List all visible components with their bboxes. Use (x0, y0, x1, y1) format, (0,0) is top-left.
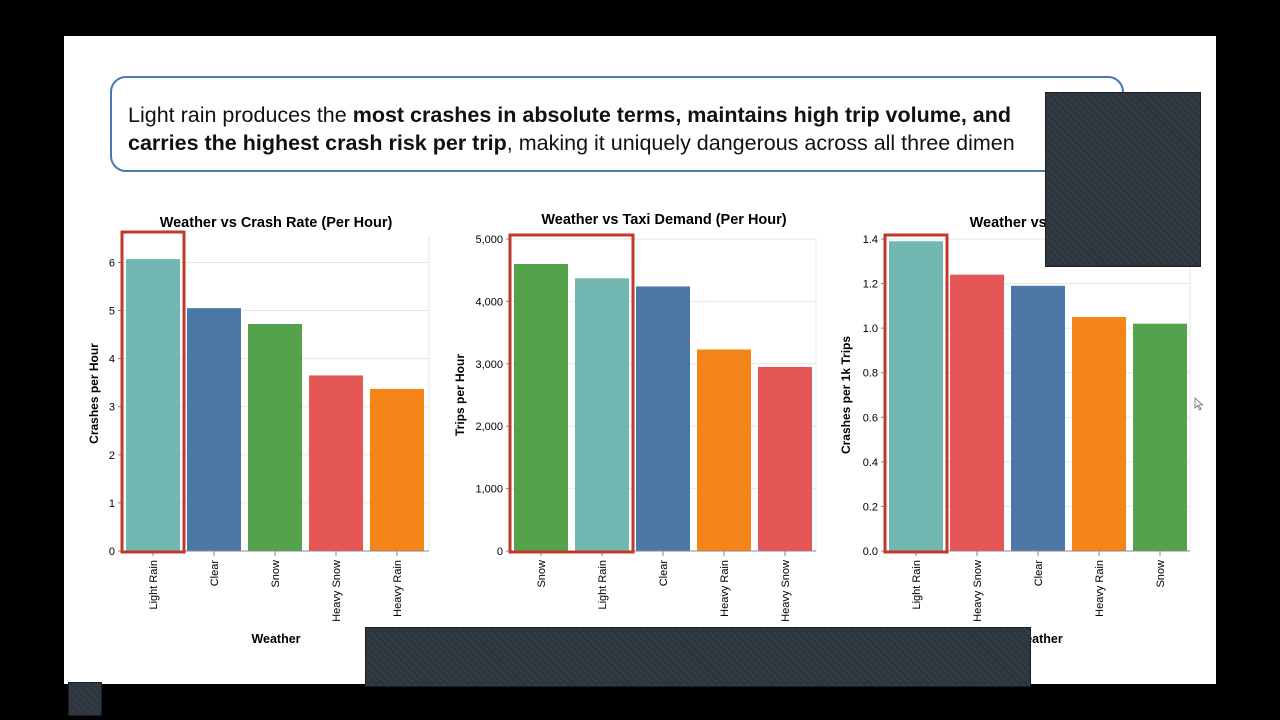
y-tick-label: 2,000 (475, 421, 503, 433)
y-tick-label: 6 (109, 257, 115, 269)
callout-text-1: Light rain produces the (128, 103, 353, 127)
chart-title: Weather vs Taxi Demand (Per Hour) (541, 212, 786, 228)
crash-risk-chart: 0.0 0.2 0.4 0.6 0.8 1.0 1.2 1.4 Light Rain Heavy … (839, 215, 1191, 646)
x-tick-label: Light Rain (597, 560, 609, 610)
insight-callout: Light rain produces the most crashes in … (110, 76, 1124, 172)
bar-snow (1133, 323, 1187, 551)
callout-bold-2: carries the highest crash risk per trip (128, 131, 507, 155)
redaction-block-bottom (365, 627, 1031, 687)
y-tick-label: 0.4 (863, 457, 878, 469)
x-tick-label: Heavy Rain (392, 560, 404, 617)
bar-heavy-snow (950, 274, 1004, 551)
x-tick-label: Light Rain (911, 560, 923, 610)
x-tick-label: Clear (209, 560, 221, 587)
y-tick-label: 4,000 (475, 296, 503, 308)
slide: Light rain produces the most crashes in … (64, 36, 1216, 684)
y-tick-label: 1.4 (863, 234, 878, 246)
highlight-box (120, 230, 186, 554)
x-tick-label: Light Rain (148, 560, 160, 610)
highlight-box (508, 233, 635, 554)
chart-title: Weather vs Crash Rate (Per Hour) (160, 215, 393, 231)
x-tick-label: Heavy Rain (1094, 560, 1106, 617)
bar-clear (1011, 285, 1065, 551)
x-tick-label: Clear (658, 560, 670, 587)
highlight-box (883, 233, 949, 554)
x-tick-label: Snow (1155, 560, 1167, 588)
y-tick-label: 0 (109, 546, 115, 558)
bar-light-rain (889, 241, 943, 551)
bar-clear (636, 286, 690, 551)
x-tick-label: Snow (536, 560, 548, 588)
x-tick-label: Heavy Snow (780, 560, 792, 622)
y-tick-label: 0 (497, 546, 503, 558)
y-axis-title: Trips per Hour (453, 354, 467, 436)
crash-rate-chart: 0 1 2 3 4 5 6 Light Rain Clear Snow Heavy Snow Heav… (87, 215, 430, 646)
y-tick-label: 1.2 (863, 279, 878, 291)
x-axis-title: Weather (251, 632, 300, 646)
y-axis-title: Crashes per Hour (87, 343, 101, 444)
bar-clear (187, 308, 241, 551)
x-axis-title: eather (1025, 632, 1063, 646)
y-axis-title: Crashes per 1k Trips (839, 336, 853, 454)
x-tick-label: Heavy Snow (331, 560, 343, 622)
y-tick-label: 1.0 (863, 323, 878, 335)
bar-snow (248, 324, 302, 551)
y-tick-label: 5,000 (475, 234, 503, 246)
x-tick-label: Heavy Rain (719, 560, 731, 617)
y-tick-label: 0.8 (863, 368, 878, 380)
y-tick-label: 4 (109, 354, 115, 366)
y-tick-label: 3,000 (475, 359, 503, 371)
bar-light-rain (575, 278, 629, 551)
x-tick-label: Snow (270, 560, 282, 588)
y-tick-label: 0.6 (863, 412, 878, 424)
y-tick-label: 0.2 (863, 501, 878, 513)
bar-heavy-snow (758, 366, 812, 551)
y-tick-label: 0.0 (863, 546, 878, 558)
taxi-demand-chart: 0 1,000 2,000 3,000 4,000 5,000 Snow Light Rain… (453, 212, 817, 622)
bar-light-rain (126, 259, 180, 551)
bar-snow (514, 263, 568, 551)
y-tick-label: 2 (109, 450, 115, 462)
y-tick-label: 1,000 (475, 484, 503, 496)
bar-heavy-rain (370, 388, 424, 551)
mouse-cursor-icon (1194, 397, 1204, 411)
y-tick-label: 3 (109, 402, 115, 414)
x-tick-label: Heavy Snow (972, 560, 984, 622)
video-thumbnail-block (68, 682, 102, 716)
bar-heavy-rain (697, 349, 751, 551)
bar-heavy-rain (1072, 317, 1126, 551)
y-tick-label: 1 (109, 498, 115, 510)
x-tick-label: Clear (1033, 560, 1045, 587)
callout-text-2: , making it uniquely dangerous across al… (506, 131, 1015, 155)
bar-heavy-snow (309, 375, 363, 551)
y-tick-label: 5 (109, 306, 115, 318)
callout-bold-1: most crashes in absolute terms, maintain… (352, 103, 1011, 127)
redaction-block-top-right (1045, 92, 1201, 267)
